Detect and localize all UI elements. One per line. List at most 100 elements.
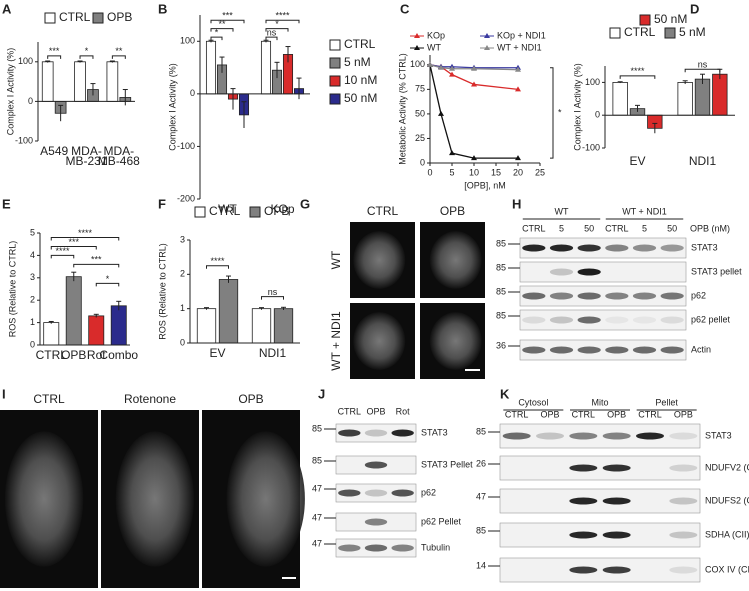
y-tick-label: 0 — [595, 110, 600, 120]
legend-swatch — [639, 14, 651, 26]
x-tick-label: 5 — [449, 167, 454, 177]
legend-swatch — [249, 206, 261, 218]
x-tick-label: OPB — [61, 348, 86, 362]
cell — [429, 231, 482, 289]
panel-letter: K — [500, 386, 510, 401]
mw-marker: 36 — [496, 340, 506, 350]
band — [602, 432, 631, 440]
point — [471, 81, 477, 87]
significance-label: **** — [630, 66, 645, 76]
legend-label: OPB — [264, 204, 289, 218]
y-axis-label: Complex I Activity (%) — [572, 63, 582, 151]
band — [536, 432, 564, 440]
mw-marker: 26 — [476, 458, 486, 468]
y-axis-label: ROS (Relative to CTRL) — [7, 241, 17, 338]
mw-marker: 85 — [496, 238, 506, 248]
lane-label: CTRL — [505, 409, 529, 419]
row-label: STAT3 Pellet — [421, 459, 473, 469]
y-tick-label: 25 — [415, 133, 425, 143]
band — [364, 489, 388, 497]
significance-label: ns — [698, 60, 708, 70]
lane-label: CTRL — [572, 409, 596, 419]
point — [471, 155, 477, 161]
legend-swatch — [92, 12, 104, 24]
x-tick-label: A549 — [40, 144, 68, 158]
band — [338, 429, 361, 437]
band — [605, 244, 629, 252]
significance-bracket — [206, 265, 229, 269]
point — [427, 61, 433, 67]
panel-letter: E — [2, 196, 11, 211]
legend-swatch — [329, 75, 341, 87]
lane-label: 5 — [559, 223, 564, 233]
cell — [429, 312, 482, 370]
band — [577, 268, 601, 276]
legend-swatch — [329, 57, 341, 69]
cell — [115, 431, 195, 567]
legend-label: 50 nM — [344, 91, 377, 105]
panel-letter: B — [158, 1, 167, 16]
mw-marker: 47 — [476, 491, 486, 501]
mw-marker: 47 — [312, 538, 322, 548]
y-tick-label: 100 — [180, 36, 195, 46]
x-tick-label: 10 — [469, 167, 479, 177]
y-axis-label: Complex I Activity (%) — [167, 63, 177, 151]
point — [438, 110, 444, 116]
legend-label: OPB — [107, 10, 132, 24]
band — [669, 566, 698, 574]
annotation-bracket — [550, 67, 554, 159]
group-label: Cytosol — [518, 397, 548, 407]
significance-label: *** — [91, 255, 102, 265]
significance-label: **** — [275, 11, 290, 21]
band — [632, 316, 657, 324]
lane-label: Rot — [396, 406, 411, 416]
point — [449, 71, 455, 77]
significance-label: * — [275, 19, 279, 29]
band — [569, 531, 598, 539]
band — [669, 432, 698, 440]
band — [660, 316, 684, 324]
band — [605, 346, 629, 354]
row-label: STAT3 — [705, 430, 732, 440]
band — [660, 244, 684, 252]
row-label: STAT3 — [421, 427, 448, 437]
y-tick-label: 5 — [30, 227, 35, 237]
band — [660, 292, 684, 300]
lane-label: OPB — [366, 406, 385, 416]
significance-bracket — [619, 75, 656, 79]
legend-label: CTRL — [344, 37, 376, 51]
legend-label: 5 nM — [679, 25, 706, 39]
significance-bracket — [265, 36, 278, 41]
significance-label: * — [106, 274, 110, 284]
band — [669, 497, 698, 505]
row-label: COX IV (CIV) — [705, 564, 749, 574]
legend-swatch — [609, 27, 621, 39]
significance-bracket — [50, 236, 120, 241]
bar — [251, 308, 272, 344]
blot-strip — [499, 522, 701, 548]
significance-bracket — [210, 28, 234, 32]
legend-label: 10 nM — [344, 73, 377, 87]
cell — [4, 431, 84, 567]
column-label: CTRL — [367, 204, 399, 218]
significance-label: ns — [267, 27, 277, 37]
blot-strip — [499, 455, 701, 481]
significance-label: *** — [68, 237, 79, 247]
row-label: SDHA (CII) — [705, 529, 749, 539]
y-tick-label: -200 — [177, 193, 195, 203]
y-tick-label: -100 — [582, 142, 600, 152]
y-tick-label: 2 — [180, 269, 185, 279]
bar — [712, 73, 728, 116]
band — [549, 268, 574, 276]
y-tick-label: 0 — [30, 339, 35, 349]
bar — [106, 61, 119, 102]
bar — [110, 305, 127, 346]
row-label: p62 pellet — [691, 314, 731, 324]
legend-label: KOp + NDI1 — [497, 30, 546, 40]
legend-label: KOp — [427, 30, 445, 40]
point — [515, 86, 521, 92]
significance-label: **** — [78, 228, 93, 238]
significance-bracket — [265, 28, 289, 32]
group-label: Pellet — [655, 397, 678, 407]
panel-letter: F — [158, 196, 166, 211]
